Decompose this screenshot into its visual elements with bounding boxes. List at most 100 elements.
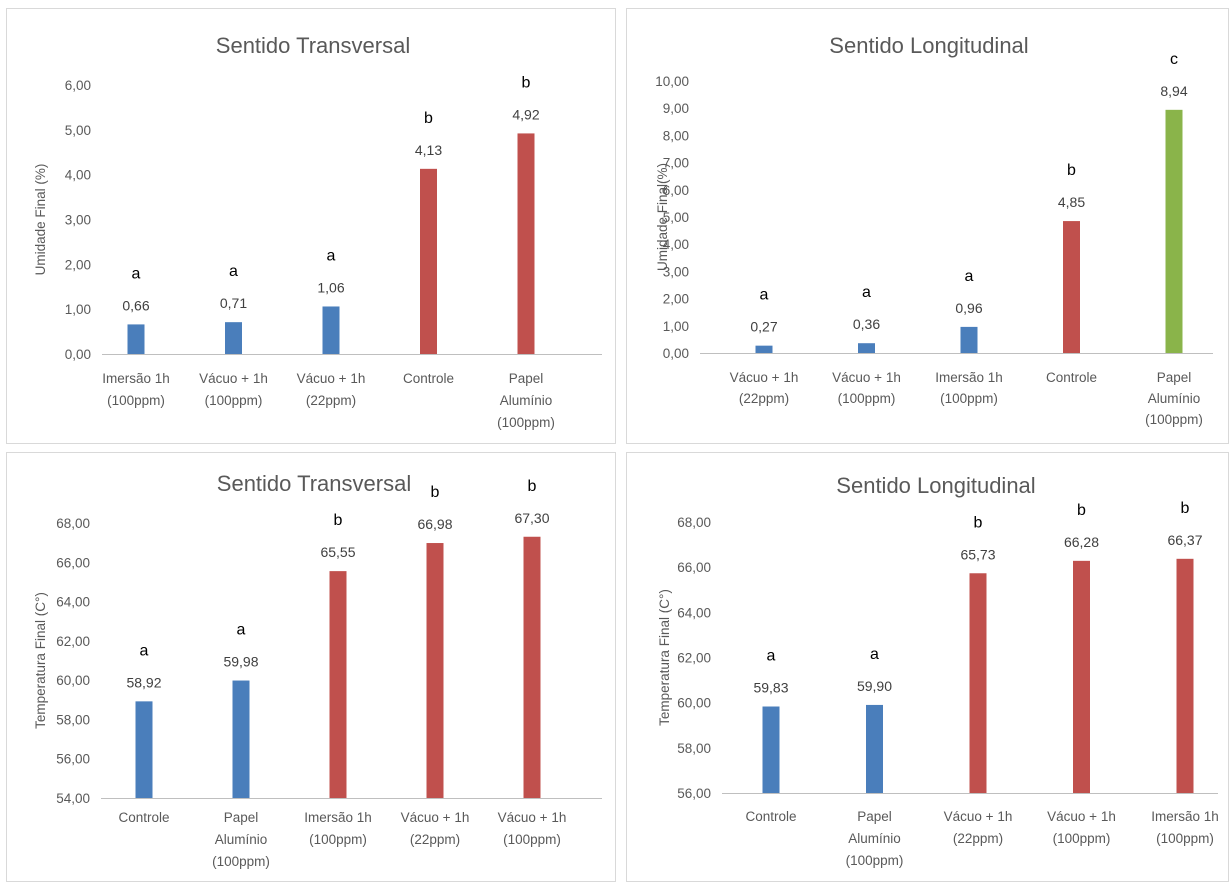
x-category-label: Vácuo + 1h — [944, 809, 1013, 824]
chart-temperatura-longitudinal: Sentido Longitudinal Temperatura Final (C… — [657, 473, 1219, 868]
bar — [225, 322, 242, 354]
chart-title: Sentido Transversal — [216, 33, 410, 58]
x-category-label: Vácuo + 1h — [401, 810, 470, 825]
x-category-label: Controle — [403, 371, 454, 386]
bar — [232, 680, 250, 798]
y-tick-label: 4,00 — [663, 237, 689, 252]
bar — [866, 704, 883, 793]
significance-letter: b — [1077, 502, 1086, 519]
y-tick-label: 54,00 — [56, 791, 90, 806]
y-axis-label: Umidade Final (%) — [33, 164, 48, 276]
x-category-label: Vácuo + 1h — [498, 810, 567, 825]
significance-letter: a — [229, 263, 238, 280]
chart-panel-umidade-longitudinal: Sentido Longitudinal Umidade Final(%) 0,00… — [626, 8, 1229, 444]
y-tick-label: 6,00 — [65, 78, 91, 93]
bar — [1165, 109, 1183, 353]
significance-letter: a — [140, 642, 149, 659]
data-label: 0,66 — [122, 297, 149, 313]
data-label: 66,98 — [417, 516, 452, 532]
significance-letter: a — [965, 268, 974, 285]
y-tick-label: 2,00 — [663, 292, 689, 307]
y-tick-label: 3,00 — [65, 213, 91, 228]
data-label: 0,71 — [220, 295, 247, 311]
bar — [969, 573, 987, 793]
bar — [420, 168, 437, 354]
x-category-label: (100ppm) — [309, 832, 367, 847]
data-label: 4,85 — [1058, 194, 1085, 210]
x-category-label: Alumínio — [215, 832, 268, 847]
y-tick-label: 62,00 — [56, 634, 90, 649]
y-tick-label: 58,00 — [677, 741, 711, 756]
significance-letter: c — [1170, 51, 1178, 68]
data-label: 59,90 — [857, 678, 892, 694]
y-tick-label: 0,00 — [65, 347, 91, 362]
significance-letter: b — [1067, 162, 1076, 179]
x-category-label: Papel — [1157, 370, 1192, 385]
y-tick-label: 5,00 — [65, 123, 91, 138]
x-category-label: Imersão 1h — [935, 370, 1003, 385]
y-tick-label: 8,00 — [663, 128, 689, 143]
x-category-label: (100ppm) — [838, 391, 896, 406]
data-label: 66,28 — [1064, 534, 1099, 550]
chart-panel-umidade-transversal: Sentido Transversal Umidade Final (%) 0,00… — [6, 8, 616, 444]
data-label: 0,27 — [750, 319, 777, 335]
significance-letter: a — [767, 648, 776, 665]
y-tick-label: 62,00 — [677, 651, 711, 666]
data-label: 4,13 — [415, 142, 442, 158]
bar — [960, 326, 978, 353]
significance-letter: a — [760, 287, 769, 304]
x-category-label: Controle — [118, 810, 169, 825]
x-category-label: (22ppm) — [410, 832, 460, 847]
y-tick-label: 66,00 — [56, 555, 90, 570]
y-tick-label: 4,00 — [65, 168, 91, 183]
x-category-label: Alumínio — [500, 393, 553, 408]
data-label: 59,83 — [753, 680, 788, 696]
y-tick-label: 64,00 — [56, 595, 90, 610]
bar — [755, 345, 773, 353]
x-category-label: Vácuo + 1h — [832, 370, 901, 385]
x-category-label: (100ppm) — [212, 854, 270, 869]
y-tick-label: 64,00 — [677, 605, 711, 620]
x-category-label: Vácuo + 1h — [297, 371, 366, 386]
x-category-label: (22ppm) — [953, 831, 1003, 846]
significance-letter: a — [237, 622, 246, 639]
significance-letter: b — [1181, 500, 1190, 517]
chart-panel-temperatura-transversal: Sentido Transversal Temperatura Final (C°… — [6, 452, 616, 882]
x-category-label: (100ppm) — [846, 853, 904, 868]
x-category-label: (22ppm) — [306, 393, 356, 408]
chart-umidade-transversal: Sentido Transversal Umidade Final (%) 0,00… — [33, 33, 602, 430]
bar — [329, 571, 347, 798]
bar — [1063, 221, 1080, 353]
significance-letter: a — [327, 247, 336, 264]
x-category-label: (100ppm) — [1053, 831, 1111, 846]
data-label: 4,92 — [512, 106, 539, 122]
y-tick-label: 56,00 — [56, 752, 90, 767]
chart-umidade-longitudinal: Sentido Longitudinal Umidade Final(%) 0,00… — [655, 33, 1213, 427]
data-label: 65,73 — [960, 546, 995, 562]
significance-letter: a — [870, 646, 879, 663]
chart-temperatura-transversal: Sentido Transversal Temperatura Final (C°… — [33, 471, 602, 869]
x-category-label: (100ppm) — [940, 391, 998, 406]
y-tick-label: 68,00 — [56, 516, 90, 531]
data-label: 58,92 — [126, 674, 161, 690]
bar — [135, 701, 153, 798]
x-category-label: (100ppm) — [503, 832, 561, 847]
y-tick-label: 0,00 — [663, 346, 689, 361]
y-axis-label: Umidade Final(%) — [655, 163, 670, 271]
x-category-label: Imersão 1h — [304, 810, 372, 825]
x-category-label: Vácuo + 1h — [199, 371, 268, 386]
y-axis-label: Temperatura Final (C°) — [657, 589, 672, 726]
significance-letter: b — [522, 74, 531, 91]
bar — [762, 706, 780, 793]
bar — [127, 324, 145, 354]
significance-letter: b — [528, 478, 537, 495]
bar — [322, 306, 340, 354]
chart-title: Sentido Longitudinal — [836, 473, 1035, 498]
significance-letter: b — [974, 514, 983, 531]
bar — [426, 543, 444, 798]
x-category-label: Papel — [857, 809, 892, 824]
y-tick-label: 60,00 — [56, 673, 90, 688]
y-tick-label: 9,00 — [663, 101, 689, 116]
x-category-label: Controle — [1046, 370, 1097, 385]
data-label: 67,30 — [514, 510, 549, 526]
